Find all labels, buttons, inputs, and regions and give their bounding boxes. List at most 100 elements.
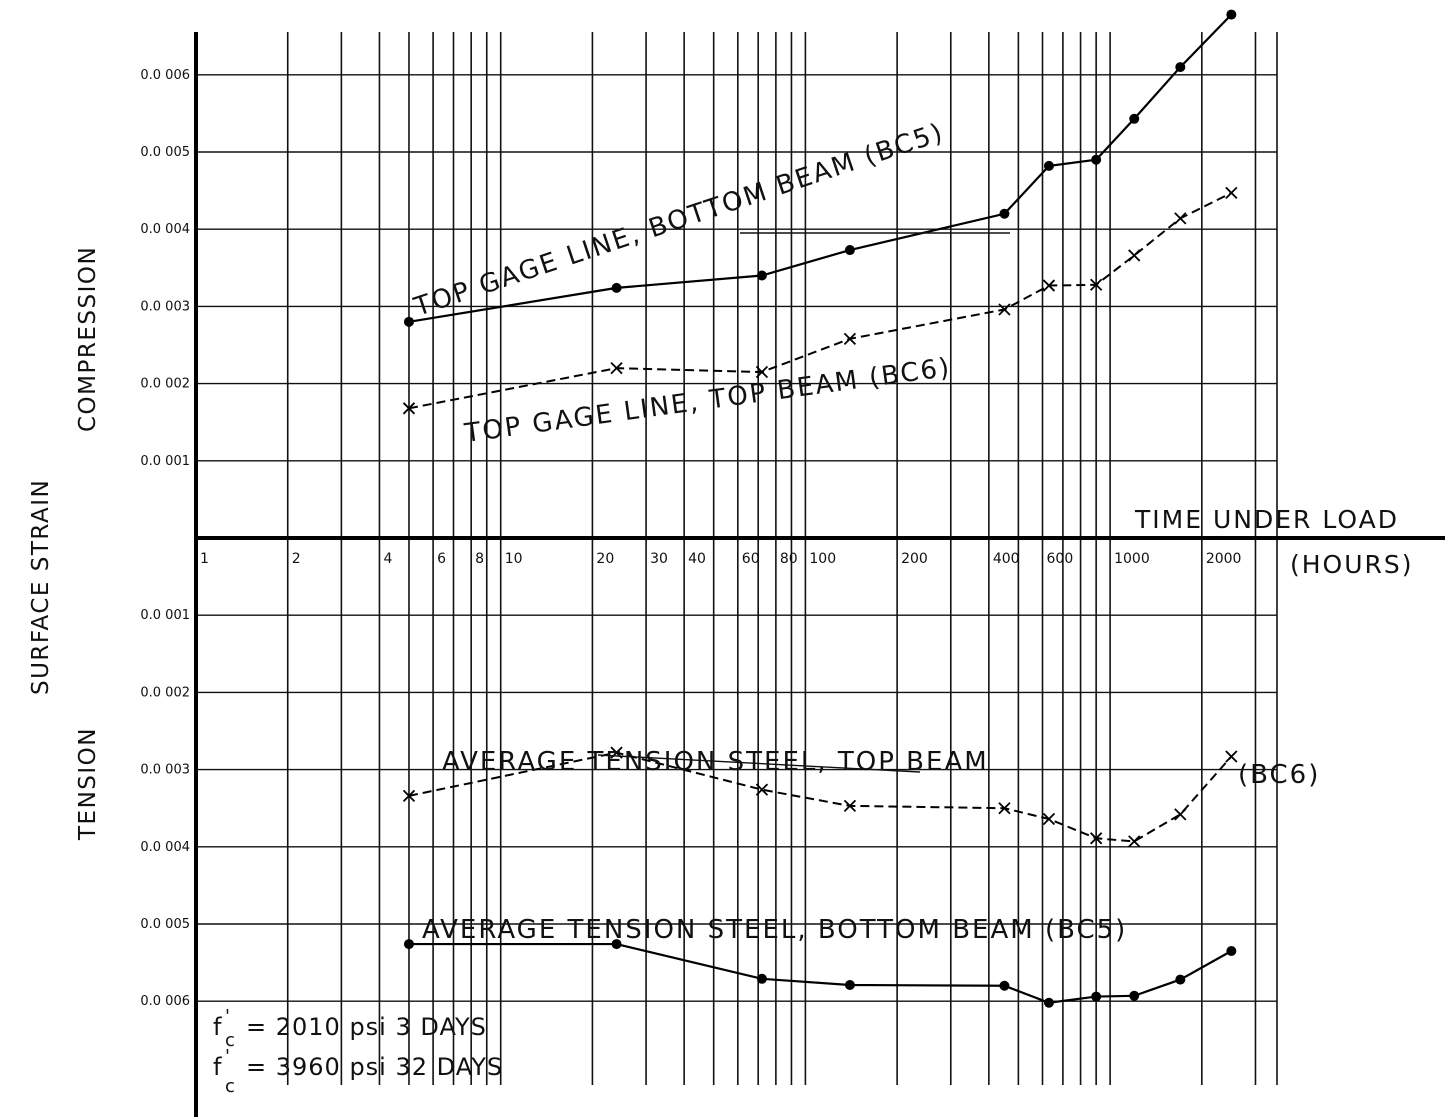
y-tick-label: 0.0 004 — [140, 840, 190, 855]
data-point — [403, 939, 414, 950]
series-line — [408, 192, 1232, 410]
data-point — [1128, 249, 1141, 262]
annotation-tension-top-beam: AVERAGE TENSION STEEL, TOP BEAM — [442, 747, 989, 777]
data-point-stroke — [843, 799, 857, 813]
data-point-stroke — [1225, 750, 1238, 763]
svg-text:f: f — [213, 1053, 222, 1081]
svg-text:c: c — [225, 1076, 236, 1097]
series-3 — [402, 746, 1238, 848]
data-point — [1091, 991, 1102, 1002]
data-point — [1129, 990, 1140, 1001]
svg-text:': ' — [225, 1006, 231, 1027]
tension-label: TENSION — [75, 727, 101, 841]
data-point — [844, 979, 855, 990]
note-fc-2-text: = 3960 psi 32 DAYS — [246, 1053, 503, 1081]
x-tick-label: 1000 — [1114, 551, 1150, 567]
data-point-stroke — [610, 362, 623, 375]
x-axis-title-line2: (HOURS) — [1290, 550, 1414, 579]
series-1 — [403, 9, 1237, 327]
y-tick-label: 0.0 005 — [140, 145, 190, 160]
data-point — [844, 245, 855, 256]
data-point-stroke — [755, 365, 769, 379]
data-point — [998, 303, 1011, 316]
x-tick-label: 4 — [383, 551, 392, 567]
data-point-stroke — [998, 802, 1011, 815]
x-tick-label: 1 — [200, 551, 209, 567]
data-point — [1043, 997, 1054, 1008]
data-point — [1174, 808, 1187, 821]
data-point — [1128, 835, 1141, 848]
data-point-stroke — [843, 332, 857, 345]
data-point — [843, 332, 857, 345]
data-point-stroke — [1042, 279, 1056, 292]
data-point — [402, 789, 416, 802]
data-point — [1042, 812, 1056, 826]
annotation-bc6-tension: (BC6) — [1238, 760, 1320, 790]
data-point-stroke — [402, 402, 416, 415]
y-tick-label: 0.0 002 — [140, 377, 190, 392]
y-tick-label: 0.0 004 — [140, 222, 190, 237]
data-point — [403, 316, 414, 327]
x-tick-label: 200 — [901, 551, 928, 567]
x-tick-label: 10 — [505, 551, 523, 567]
svg-text:f: f — [213, 1013, 222, 1041]
note-fc-1: f ' c = 2010 psi 3 DAYS — [213, 1006, 487, 1051]
data-point-stroke — [755, 783, 769, 796]
data-point — [1226, 9, 1237, 20]
data-point-stroke — [1090, 832, 1103, 845]
annotation-underline-2 — [597, 754, 921, 773]
data-point-stroke — [1090, 278, 1103, 291]
y-tick-label: 0.0 005 — [140, 917, 190, 932]
data-point — [1043, 160, 1054, 171]
data-point-stroke — [998, 303, 1011, 316]
data-point — [756, 973, 767, 984]
svg-text:': ' — [225, 1046, 231, 1067]
y-tick-label: 0.0 001 — [140, 454, 190, 469]
data-point — [756, 270, 767, 281]
series-2 — [402, 186, 1238, 415]
data-point — [1042, 279, 1056, 292]
y-tick-label: 0.0 006 — [140, 994, 190, 1009]
data-point — [1175, 974, 1186, 985]
data-point — [755, 365, 769, 379]
data-point — [1226, 946, 1237, 957]
x-tick-label: 8 — [475, 551, 484, 567]
data-point — [843, 799, 857, 813]
data-point — [1129, 113, 1140, 124]
note-fc-1-text: = 2010 psi 3 DAYS — [246, 1013, 487, 1041]
data-point-stroke — [1128, 835, 1141, 848]
data-point — [999, 208, 1010, 219]
x-tick-label: 30 — [650, 551, 668, 567]
x-tick-label: 40 — [688, 551, 706, 567]
x-tick-label: 80 — [780, 551, 798, 567]
data-point — [998, 802, 1011, 815]
data-point-stroke — [1174, 212, 1187, 225]
data-point — [1090, 832, 1103, 845]
x-tick-label: 600 — [1047, 551, 1074, 567]
annotation-top-gage-bottom-beam: TOP GAGE LINE, BOTTOM BEAM (BC5) — [410, 118, 948, 323]
series-line — [408, 942, 1232, 1004]
x-tick-label: 2000 — [1206, 551, 1242, 567]
data-point — [611, 939, 622, 950]
y-tick-label: 0.0 006 — [140, 68, 190, 83]
y-tick-label: 0.0 002 — [140, 685, 190, 700]
data-point — [1090, 278, 1103, 291]
series — [402, 9, 1238, 1008]
axes — [194, 32, 1445, 1117]
data-point — [999, 980, 1010, 991]
compression-label: COMPRESSION — [75, 246, 101, 432]
series-4 — [403, 939, 1237, 1008]
x-tick-label: 100 — [809, 551, 836, 567]
svg-text:c: c — [225, 1030, 236, 1051]
data-point — [610, 362, 623, 375]
x-tick-labels: 1 2 4 6 8 10 20 30 40 60 80 100 200 400 600 1000 2000 — [200, 551, 1241, 567]
data-point-stroke — [1174, 808, 1187, 821]
y-tick-label: 0.0 001 — [140, 608, 190, 623]
data-point — [1175, 62, 1186, 73]
data-point — [1174, 212, 1187, 225]
x-tick-label: 60 — [742, 551, 760, 567]
x-tick-label: 400 — [993, 551, 1020, 567]
data-point — [1091, 154, 1102, 165]
data-point — [755, 783, 769, 796]
x-tick-label: 2 — [292, 551, 301, 567]
